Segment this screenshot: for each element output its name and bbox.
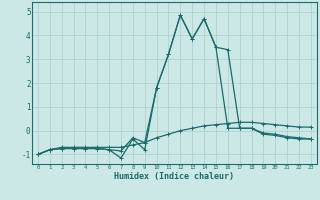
- X-axis label: Humidex (Indice chaleur): Humidex (Indice chaleur): [115, 172, 234, 181]
